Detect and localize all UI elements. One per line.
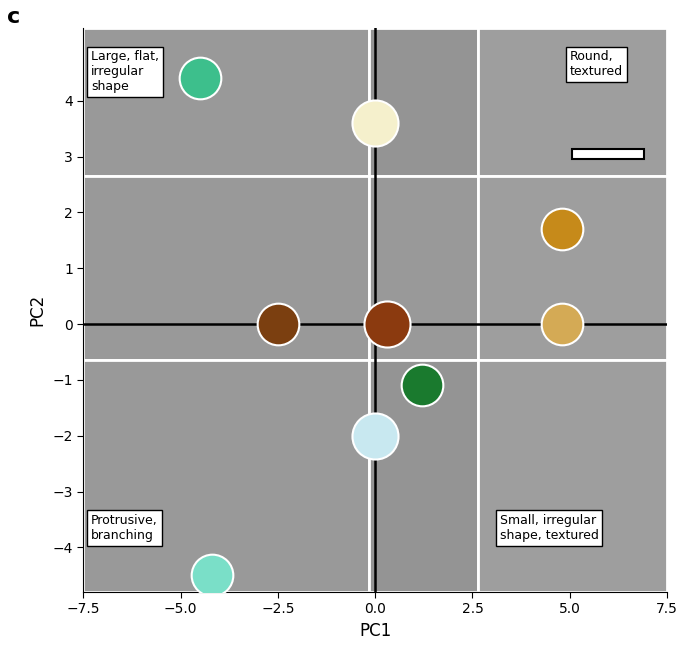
Text: c: c — [7, 7, 20, 27]
Point — [369, 118, 380, 128]
Text: Protrusive,
branching: Protrusive, branching — [91, 514, 158, 542]
Bar — [369, 28, 478, 176]
Bar — [83, 360, 369, 592]
Text: Round,
textured: Round, textured — [570, 50, 623, 79]
Text: Large, flat,
irregular
shape: Large, flat, irregular shape — [91, 50, 159, 94]
Y-axis label: PC2: PC2 — [29, 294, 47, 326]
Point — [195, 73, 206, 84]
Point — [556, 319, 568, 329]
Point — [207, 570, 218, 580]
Bar — [572, 149, 644, 159]
Bar — [83, 28, 369, 176]
Bar — [478, 360, 667, 592]
X-axis label: PC1: PC1 — [359, 622, 392, 640]
Point — [369, 430, 380, 441]
Point — [556, 224, 568, 234]
Text: Small, irregular
shape, textured: Small, irregular shape, textured — [500, 514, 599, 542]
Point — [416, 380, 428, 390]
Bar — [369, 176, 478, 360]
Point — [272, 319, 283, 329]
Bar — [478, 176, 667, 360]
Bar — [478, 28, 667, 176]
Bar — [83, 176, 369, 360]
Bar — [369, 360, 478, 592]
Point — [381, 319, 392, 329]
